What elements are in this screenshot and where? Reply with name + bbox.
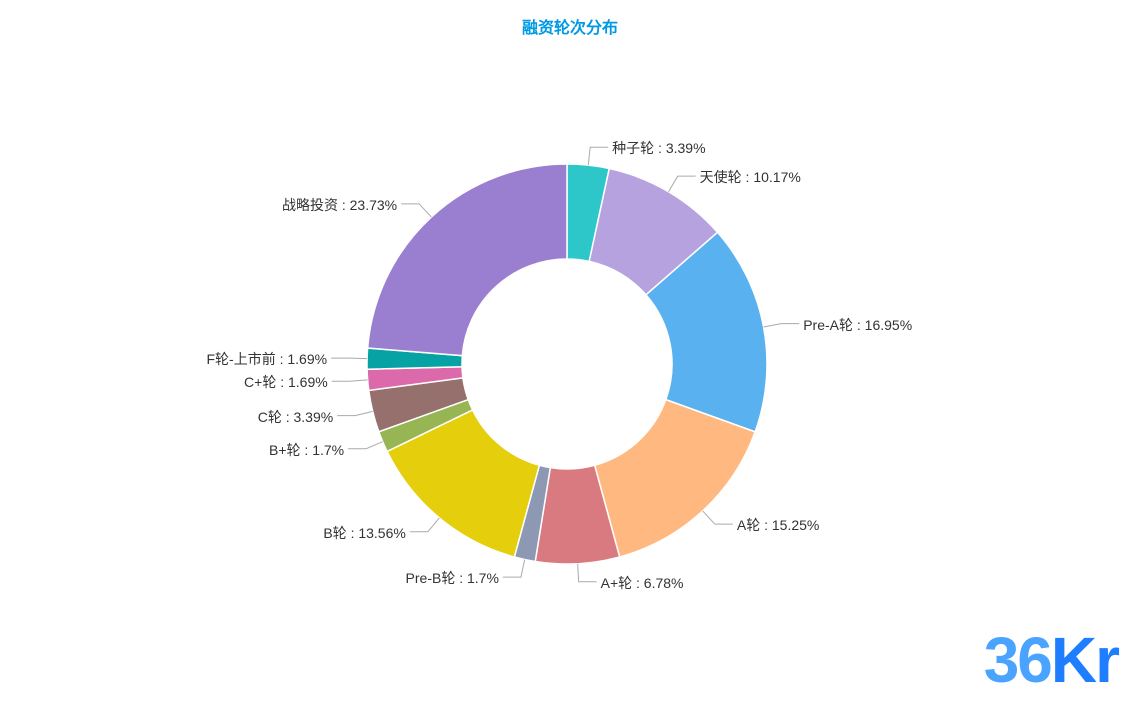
leader-line — [337, 411, 372, 415]
slice-label: Pre-B轮 : 1.7% — [406, 568, 499, 588]
slice-A轮[interactable] — [595, 400, 755, 557]
leader-line — [410, 518, 439, 532]
leader-line — [332, 380, 368, 381]
slice-label: A+轮 : 6.78% — [601, 573, 684, 593]
leader-line — [401, 204, 431, 217]
slice-label: C轮 : 3.39% — [258, 407, 333, 427]
leader-line — [669, 176, 696, 192]
logo-bold: Kr — [1051, 624, 1118, 696]
leader-line — [588, 147, 608, 165]
slice-label: 种子轮 : 3.39% — [612, 138, 705, 158]
slice-label: 战略投资 : 23.73% — [282, 195, 397, 215]
logo-thin: 36 — [984, 624, 1051, 696]
leader-line — [348, 442, 383, 449]
donut-chart — [0, 0, 1140, 708]
leader-line — [703, 511, 733, 524]
leader-line — [503, 559, 525, 577]
slice-label: A轮 : 15.25% — [737, 515, 820, 535]
slice-label: 天使轮 : 10.17% — [700, 167, 801, 187]
leader-line — [764, 324, 800, 327]
slice-label: Pre-A轮 : 16.95% — [803, 315, 912, 335]
leader-line — [578, 564, 597, 582]
slice-label: B+轮 : 1.7% — [269, 440, 344, 460]
slice-label: B轮 : 13.56% — [323, 523, 406, 543]
slice-战略投资[interactable] — [368, 164, 567, 356]
slice-label: F轮-上市前 : 1.69% — [206, 349, 327, 369]
slice-label: C+轮 : 1.69% — [244, 372, 328, 392]
brand-logo: 36Kr — [984, 628, 1118, 692]
